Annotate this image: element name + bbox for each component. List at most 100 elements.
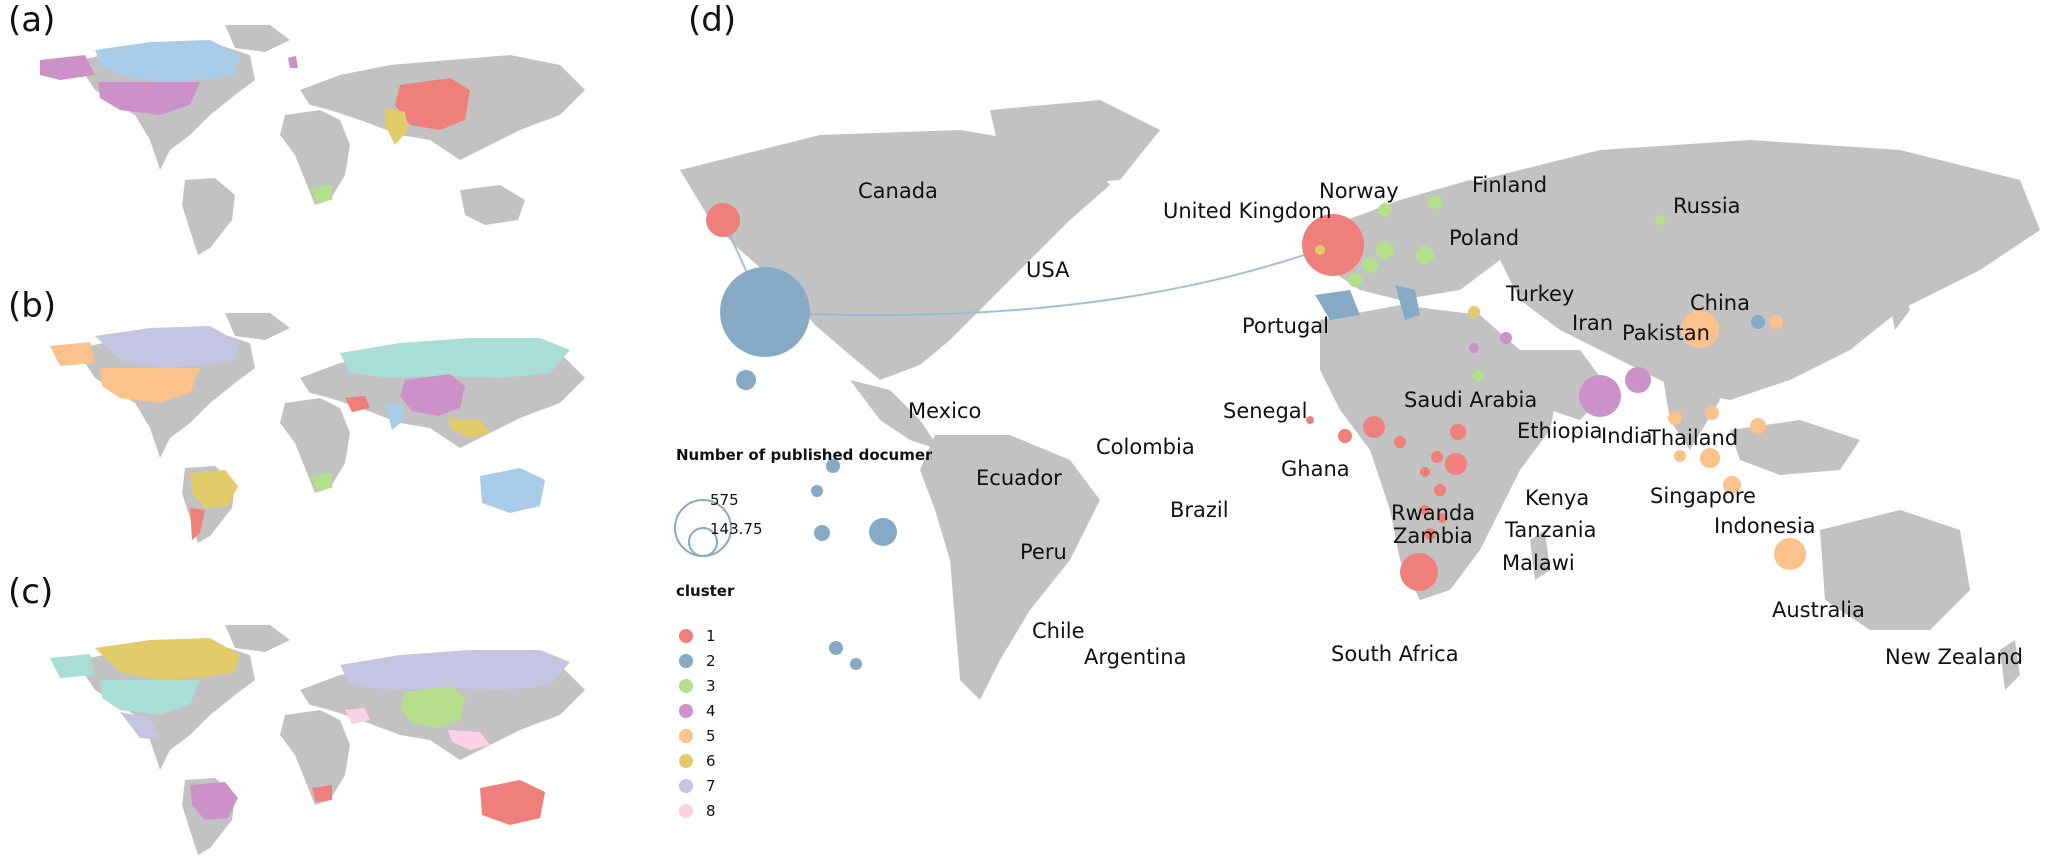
bubble-uganda — [1431, 451, 1443, 463]
bubble-iran — [1500, 332, 1512, 344]
region-russia-b — [340, 338, 570, 378]
region-china-a — [395, 78, 470, 130]
legend-size-title: Number of published documents — [676, 446, 932, 464]
bubble-norway — [1378, 203, 1392, 217]
region-safrica-a — [312, 185, 332, 202]
bubble-canada — [706, 203, 740, 237]
legend-label-1: 1 — [706, 627, 716, 645]
legend-swatch-6 — [679, 754, 693, 768]
bubble-singapore — [1674, 450, 1686, 462]
panel-label-a: (a) — [8, 0, 56, 40]
bubble-cameroon — [1394, 436, 1406, 448]
panel-label-b: (b) — [8, 286, 57, 326]
region-usa-b — [100, 368, 200, 403]
bubble-india — [1579, 375, 1621, 417]
bubble-zimbabwe — [1424, 528, 1436, 540]
panel-label-d: (d) — [688, 0, 737, 40]
bubble-safrica — [1400, 553, 1438, 591]
bubble-rwanda — [1420, 467, 1430, 477]
legend-cluster-items: 1 2 3 4 5 6 7 8 — [679, 627, 716, 820]
bubble-indonesia — [1700, 448, 1720, 468]
bubble-brazil — [869, 518, 897, 546]
legend-label-6: 6 — [706, 752, 716, 770]
bubble-russia — [1655, 215, 1665, 225]
bubble-turkey — [1468, 306, 1480, 318]
legend-swatch-7 — [679, 779, 693, 793]
bubble-mideast — [1469, 343, 1479, 353]
region-brazil-c — [190, 782, 238, 820]
bubble-uk-inner — [1315, 245, 1325, 255]
legend-label-5: 5 — [706, 727, 716, 745]
bubble-zambia — [1420, 505, 1430, 515]
legend-label-8: 8 — [706, 802, 716, 820]
bubble-map-d: Canada USA Mexico Colombia Ecuador Brazi… — [600, 90, 2050, 855]
bubble-malawi — [1437, 513, 1447, 523]
bubble-nigeria — [1363, 416, 1385, 438]
region-canada-c — [95, 638, 240, 680]
bubble-europe3 — [1348, 273, 1362, 287]
country-bubbles — [706, 195, 1806, 670]
legend-cluster-title: cluster — [676, 582, 735, 600]
bubble-usa — [720, 267, 810, 357]
bubble-pakistan — [1625, 367, 1651, 393]
region-argentina-b — [190, 508, 205, 540]
region-brazil-b — [190, 470, 238, 508]
bubble-saudi — [1472, 370, 1484, 382]
region-uk-a — [288, 56, 298, 68]
bubble-poland — [1416, 246, 1434, 264]
legend-size-circle-small — [688, 527, 718, 557]
region-seasia-b — [448, 418, 490, 438]
region-russia-c — [340, 650, 570, 690]
bubble-japan — [1769, 315, 1783, 329]
bubble-tanzania — [1434, 484, 1446, 496]
legend-label-2: 2 — [706, 652, 716, 670]
legend-size-14375: 143.75 — [710, 520, 763, 538]
bubble-ecuador — [811, 485, 823, 497]
region-italy-d — [1395, 285, 1420, 320]
region-alaska-c — [50, 654, 95, 678]
bubble-argentina — [850, 658, 862, 670]
legend-label-7: 7 — [706, 777, 716, 795]
legend-label-3: 3 — [706, 677, 716, 695]
bubble-australia — [1774, 538, 1806, 570]
region-india-a — [385, 108, 408, 145]
bubble-europe2 — [1362, 257, 1378, 273]
bubble-vietnam — [1705, 406, 1719, 420]
legend-label-4: 4 — [706, 702, 716, 720]
region-alaska-b — [50, 342, 95, 366]
bubble-finland — [1428, 195, 1442, 209]
region-china-c — [400, 686, 465, 728]
region-canada-b — [95, 326, 240, 368]
region-usa-c — [100, 680, 200, 715]
region-australia-b — [480, 468, 545, 513]
legend-size-575: 575 — [710, 491, 739, 509]
bubble-uk — [1302, 214, 1364, 276]
region-mideast-b — [345, 396, 370, 412]
region-usa-a — [98, 82, 200, 115]
bubble-chile — [829, 641, 843, 655]
region-australia-c — [480, 780, 545, 825]
region-india-b — [385, 403, 404, 430]
bubble-senegal — [1306, 416, 1314, 424]
bubble-thailand — [1668, 411, 1682, 425]
region-seasia-c — [448, 730, 490, 750]
legend-swatch-8 — [679, 804, 693, 818]
region-china-b — [400, 374, 465, 416]
bubble-china — [1681, 310, 1719, 348]
world-map-a — [40, 20, 600, 265]
region-alaska-a — [40, 55, 95, 80]
bubble-philippines — [1750, 418, 1766, 434]
land-base-d — [680, 100, 2040, 700]
legend-swatch-5 — [679, 729, 693, 743]
bubble-indonesia2 — [1723, 476, 1741, 494]
bubble-europe1 — [1376, 241, 1394, 259]
bubble-colombia — [826, 459, 840, 473]
region-mideast-c — [345, 708, 370, 724]
bubble-peru — [814, 525, 830, 541]
region-safrica-c — [312, 785, 332, 802]
region-safrica-b — [312, 473, 332, 490]
region-iberia-d — [1315, 290, 1360, 320]
legend-swatch-4 — [679, 704, 693, 718]
bubble-ethiopia — [1450, 424, 1466, 440]
legend-swatch-3 — [679, 679, 693, 693]
